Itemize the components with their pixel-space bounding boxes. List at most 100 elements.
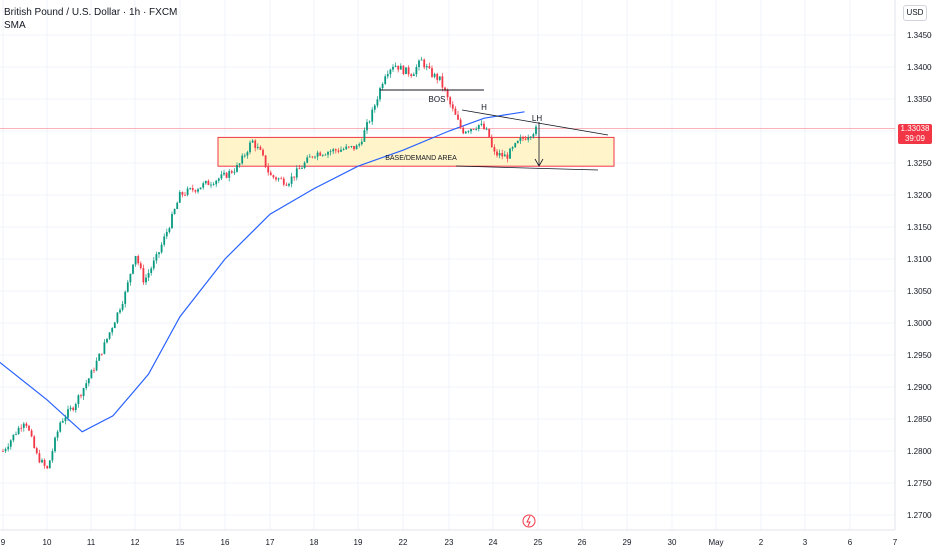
x-tick-label: May: [708, 538, 723, 547]
candle-body: [152, 260, 155, 269]
resistance-trendline: [461, 109, 609, 136]
x-tick-label: 17: [266, 538, 275, 547]
candle-body: [311, 156, 314, 158]
x-tick-label: 22: [399, 538, 408, 547]
candle-body: [498, 153, 501, 156]
x-tick-label: 24: [489, 538, 498, 547]
candle-body: [111, 328, 114, 333]
candle-body: [462, 127, 465, 134]
currency-button[interactable]: USD: [903, 5, 927, 21]
y-tick-label: 1.29500: [907, 351, 932, 360]
event-flash-icon[interactable]: [522, 514, 536, 528]
candle-body: [35, 448, 38, 454]
y-tick-label: 1.33500: [907, 95, 932, 104]
symbol-title[interactable]: British Pound / U.S. Dollar · 1h · FXCM: [4, 7, 178, 18]
candle-body: [184, 194, 186, 196]
candle-body: [293, 176, 296, 178]
candle-body: [9, 440, 12, 447]
candle-body: [459, 119, 462, 128]
candle-body: [223, 172, 225, 175]
candle-body: [532, 133, 535, 137]
candle-body: [67, 409, 69, 418]
candle-body: [394, 65, 397, 67]
candle-body: [418, 60, 420, 68]
indicator-label[interactable]: SMA: [4, 20, 26, 31]
candle-body: [246, 152, 249, 156]
candle-body: [147, 272, 150, 278]
candle-body: [95, 360, 98, 371]
candle-body: [238, 163, 241, 166]
candle-body: [516, 140, 519, 144]
candle-body: [334, 149, 337, 151]
candle-body: [124, 291, 127, 304]
candle-body: [475, 129, 478, 130]
candle-body: [376, 99, 379, 106]
y-tick-label: 1.27500: [907, 479, 932, 488]
candle-body: [194, 190, 197, 192]
y-tick-label: 1.32000: [907, 191, 932, 200]
candle-body: [467, 131, 470, 133]
candle-body: [181, 192, 184, 195]
candle-body: [514, 143, 517, 148]
candle-body: [259, 146, 262, 150]
candle-body: [165, 231, 168, 237]
candle-body: [4, 449, 7, 452]
candle-body: [139, 263, 142, 269]
candle-body: [355, 145, 358, 150]
x-tick-label: 9: [1, 538, 6, 547]
x-tick-label: 11: [87, 538, 96, 547]
candle-body: [137, 256, 140, 264]
y-tick-label: 1.27000: [907, 511, 932, 520]
candle-body: [441, 76, 444, 88]
candle-body: [509, 148, 511, 159]
candle-body: [12, 434, 15, 441]
candle-body: [392, 66, 394, 70]
candle-body: [321, 154, 324, 156]
candle-body: [412, 74, 415, 76]
y-tick-label: 1.31000: [907, 255, 932, 264]
y-tick-label: 1.34500: [907, 31, 932, 40]
y-tick-label: 1.28500: [907, 415, 932, 424]
candle-body: [93, 370, 95, 372]
support-line: [455, 165, 599, 171]
candle-body: [145, 277, 147, 283]
candle-body: [249, 142, 251, 153]
candle-body: [210, 184, 212, 186]
candle-body: [438, 76, 441, 80]
candle-body: [251, 140, 254, 143]
annotation-label: BASE/DEMAND AREA: [385, 155, 457, 162]
x-tick-label: 7: [893, 538, 898, 547]
candle-body: [332, 149, 335, 152]
candle-body: [347, 146, 350, 148]
candle-body: [470, 129, 472, 132]
candle-body: [527, 137, 530, 140]
candle-body: [340, 149, 342, 152]
candle-body: [202, 183, 205, 188]
candle-body: [464, 131, 467, 134]
annotation-label: BOS: [429, 95, 446, 104]
candle-body: [7, 446, 10, 450]
candle-body: [106, 338, 108, 343]
bar-countdown: 39:09: [904, 134, 926, 143]
candle-body: [477, 124, 480, 130]
x-tick-label: 30: [668, 538, 677, 547]
candle-body: [142, 268, 145, 283]
candle-body: [204, 180, 207, 184]
candle-body: [288, 183, 290, 186]
candle-body: [155, 254, 158, 261]
candle-body: [381, 83, 384, 89]
candle-body: [423, 59, 426, 68]
candle-body: [15, 434, 17, 435]
x-tick-label: 19: [354, 538, 363, 547]
candle-body: [496, 151, 498, 156]
candle-body: [407, 67, 410, 75]
candle-body: [329, 151, 332, 153]
y-tick-label: 1.28000: [907, 447, 932, 456]
candle-body: [236, 165, 238, 172]
candle-body: [446, 90, 449, 98]
candle-body: [176, 202, 179, 210]
x-tick-label: 23: [445, 538, 454, 547]
x-tick-label: 29: [623, 538, 632, 547]
